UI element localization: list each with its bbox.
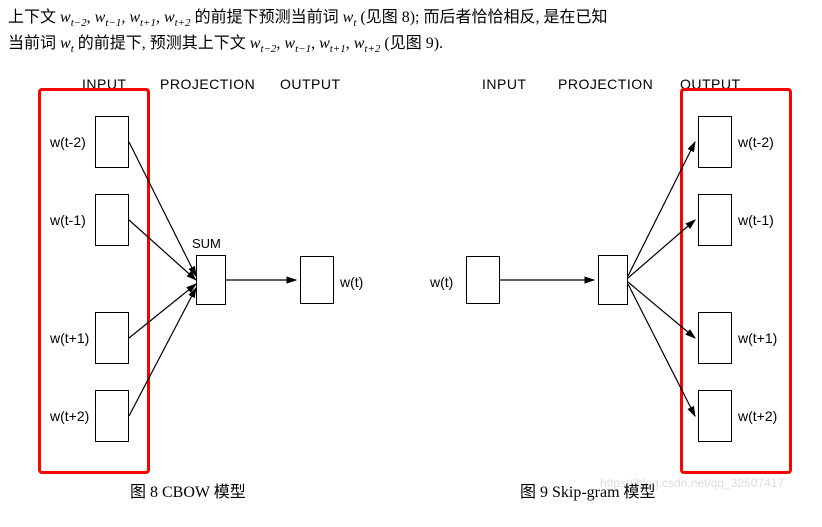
w-sym-7: w [319, 35, 330, 52]
cbow-label-wtm1: w(t-1) [50, 212, 86, 228]
sub-3: t+1 [140, 17, 156, 29]
skipgram-output-node-3 [698, 312, 732, 364]
para-text-2: 的前提下预测当前词 [195, 9, 343, 26]
header-output-cbow: OUTPUT [280, 76, 341, 92]
cbow-label-wtm2: w(t-2) [50, 134, 86, 150]
diagram-area: https://blog.csdn.net/qq_32507417 INPUT … [0, 58, 822, 498]
w-sym-5: w [250, 35, 261, 52]
para-text-4: 当前词 [8, 35, 60, 52]
header-projection-skipgram: PROJECTION [558, 76, 653, 92]
cbow-input-node-3 [95, 312, 129, 364]
w-sym-2: w [95, 9, 106, 26]
skipgram-output-node-2 [698, 194, 732, 246]
skipgram-input-node [466, 256, 500, 304]
para-text-3: (见图 8); 而后者恰恰相反, 是在已知 [360, 9, 607, 26]
caption-skipgram: 图 9 Skip-gram 模型 [520, 478, 656, 502]
sub-t: t [353, 17, 356, 29]
skipgram-output-node-1 [698, 116, 732, 168]
sub-t2: t [71, 43, 74, 55]
sub-1: t−2 [71, 17, 87, 29]
w-sym-t: w [343, 9, 354, 26]
header-projection-cbow: PROJECTION [160, 76, 255, 92]
cbow-input-node-2 [95, 194, 129, 246]
w-sym-6: w [284, 35, 295, 52]
skipgram-label-wtm1: w(t-1) [738, 212, 774, 228]
cbow-projection-node [196, 255, 226, 305]
sub-6: t−1 [295, 43, 311, 55]
sub-5: t−2 [260, 43, 276, 55]
para-text-6: (见图 9). [384, 35, 443, 52]
w-sym-8: w [354, 35, 365, 52]
header-input-skipgram: INPUT [482, 76, 527, 92]
w-sym-4: w [164, 9, 175, 26]
cbow-input-node-1 [95, 116, 129, 168]
intro-paragraph: 上下文 wt−2, wt−1, wt+1, wt+2 的前提下预测当前词 wt … [0, 0, 822, 58]
cbow-output-node [300, 256, 334, 304]
skipgram-output-node-4 [698, 390, 732, 442]
caption-cbow: 图 8 CBOW 模型 [130, 478, 246, 502]
skipgram-label-wtp1: w(t+1) [738, 330, 777, 346]
skipgram-projection-node [598, 255, 628, 305]
cbow-label-wtp1: w(t+1) [50, 330, 89, 346]
sub-7: t+1 [330, 43, 346, 55]
w-sym-3: w [129, 9, 140, 26]
skipgram-label-wtp2: w(t+2) [738, 408, 777, 424]
sub-8: t+2 [364, 43, 380, 55]
cbow-label-wtp2: w(t+2) [50, 408, 89, 424]
para-text-5: 的前提下, 预测其上下文 [78, 35, 250, 52]
para-text-1: 上下文 [8, 9, 60, 26]
sub-4: t+2 [175, 17, 191, 29]
cbow-label-wt: w(t) [340, 274, 363, 290]
w-sym-t2: w [60, 35, 71, 52]
cbow-input-node-4 [95, 390, 129, 442]
skipgram-label-wt: w(t) [430, 274, 453, 290]
sub-2: t−1 [105, 17, 121, 29]
w-sym-1: w [60, 9, 71, 26]
skipgram-label-wtm2: w(t-2) [738, 134, 774, 150]
cbow-sum-label: SUM [192, 236, 221, 251]
